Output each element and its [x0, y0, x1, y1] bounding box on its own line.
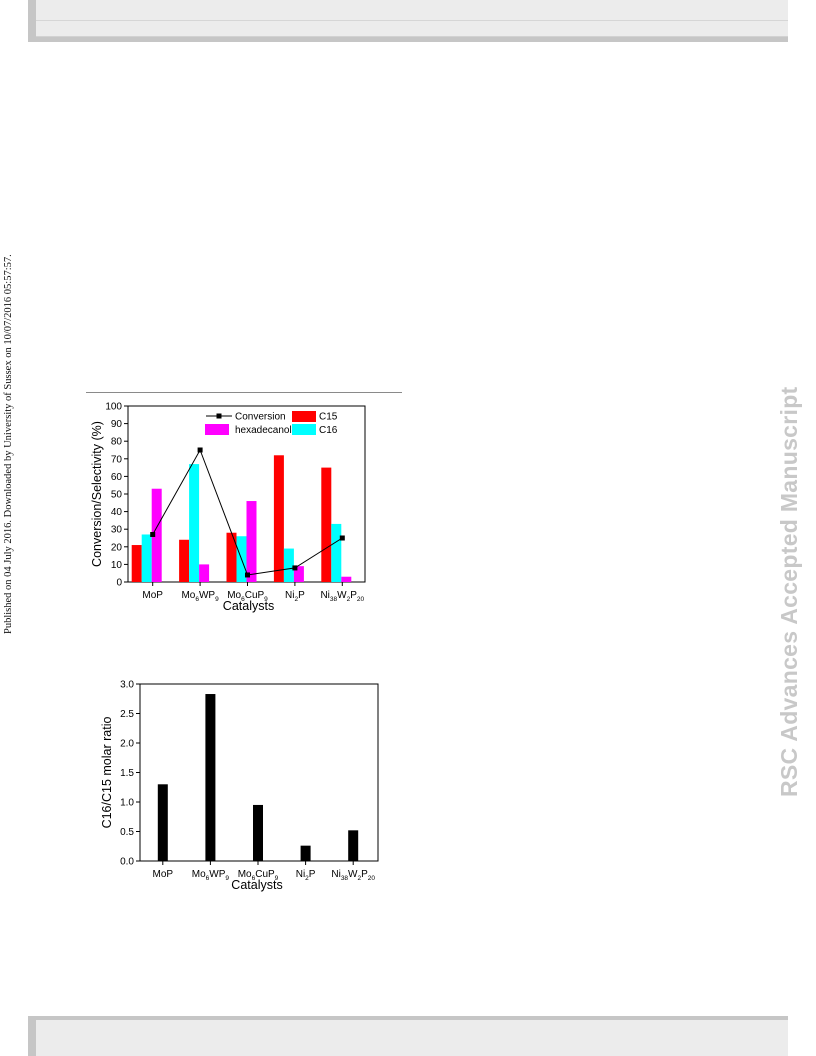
conversion-point: [339, 535, 345, 541]
legend-c15-swatch: [292, 411, 316, 422]
x-axis-label: Catalysts: [231, 878, 282, 892]
bar-hexadecanol: [293, 566, 304, 582]
bar-c16: [189, 464, 200, 582]
y-tick-label: 0.0: [120, 857, 134, 868]
y-tick-label: 0: [116, 578, 122, 589]
bar-c15: [226, 532, 237, 582]
bar-hexadecanol: [151, 488, 162, 582]
figure-rule: [86, 392, 402, 393]
bar-c16: [283, 548, 294, 582]
bar-c16: [331, 523, 342, 582]
molar-ratio-chart: 0.0 0.5 1.0 1.5 2.0 2.5 3.0 MoP Mo6WP9 Mo6CuP9 Ni2…: [100, 680, 379, 892]
bar-c16: [141, 534, 152, 582]
y-tick-label: 1.0: [120, 798, 134, 809]
bar-c15: [321, 467, 332, 582]
bar-ratio: [253, 804, 263, 861]
bar-hexadecanol: [341, 576, 352, 582]
top-frame-line: [36, 20, 788, 21]
x-tick-label: Ni38W2P20: [320, 590, 364, 603]
bar-c15: [131, 545, 142, 582]
selectivity-chart: 0 10 20 30 40 50 60 70 80 90 100 MoP Mo6WP9 Mo6CuP9 Ni…: [90, 402, 366, 613]
legend-conversion: Conversion: [235, 412, 286, 423]
bottom-frame-bar: [28, 1016, 788, 1056]
legend-hexadecanol: hexadecanol: [235, 425, 292, 436]
bar-hexadecanol: [246, 501, 257, 582]
x-tick-label: MoP: [153, 869, 174, 880]
bar-ratio: [157, 784, 168, 861]
watermark-text: RSC Advances Accepted Manuscript: [776, 386, 802, 797]
legend-line-marker: [216, 413, 222, 419]
y-tick-label: 80: [111, 437, 123, 448]
y-tick-label: 10: [111, 560, 123, 571]
legend-c15: C15: [319, 412, 338, 423]
y-tick-label: 50: [111, 490, 123, 501]
y-tick-label: 60: [111, 472, 123, 483]
y-axis-label: Conversion/Selectivity (%): [90, 421, 104, 567]
side-note: Published on 04 July 2016. Downloaded by…: [0, 0, 22, 640]
y-tick-label: 0.5: [120, 827, 134, 838]
bar-c15: [273, 455, 284, 582]
bar-hexadecanol: [199, 564, 210, 582]
y-axis-label: C16/C15 molar ratio: [100, 717, 114, 829]
x-tick-label: Ni38W2P20: [331, 869, 375, 882]
bar-c15: [179, 539, 190, 582]
legend-c16: C16: [319, 425, 338, 436]
x-axis-label: Catalysts: [223, 599, 274, 613]
y-tick-label: 2.5: [120, 709, 134, 720]
publication-note: Published on 04 July 2016. Downloaded by…: [3, 254, 14, 634]
x-tick-label: Mo6CuP9: [238, 869, 279, 882]
top-frame-bar: [28, 0, 788, 42]
top-frame-inner: [36, 0, 788, 37]
legend-c16-swatch: [292, 424, 316, 435]
y-tick-label: 3.0: [120, 680, 134, 691]
bottom-frame-inner: [36, 1020, 788, 1056]
y-tick-label: 1.5: [120, 768, 134, 779]
bar-ratio: [205, 694, 216, 861]
y-tick-label: 40: [111, 507, 123, 518]
legend-hexadecanol-swatch: [205, 424, 229, 435]
bar-ratio: [348, 830, 359, 861]
y-tick-label: 70: [111, 454, 123, 465]
x-tick-label: Ni2P: [285, 590, 305, 603]
conversion-point: [197, 447, 203, 453]
x-tick-label: Mo6WP9: [181, 590, 219, 603]
conversion-point: [150, 531, 156, 537]
bar-ratio: [300, 845, 311, 861]
y-tick-label: 2.0: [120, 739, 134, 750]
conversion-point: [245, 572, 250, 578]
y-tick-label: 20: [111, 542, 123, 553]
y-tick-label: 90: [111, 419, 123, 430]
conversion-point: [292, 565, 298, 571]
y-tick-label: 100: [105, 402, 122, 413]
y-tick-label: 30: [111, 525, 123, 536]
x-tick-label: Mo6WP9: [192, 869, 230, 882]
watermark: RSC Advances Accepted Manuscript: [764, 0, 814, 800]
x-tick-label: MoP: [142, 590, 163, 601]
x-tick-label: Ni2P: [296, 869, 316, 882]
x-tick-label: Mo6CuP9: [227, 590, 268, 603]
